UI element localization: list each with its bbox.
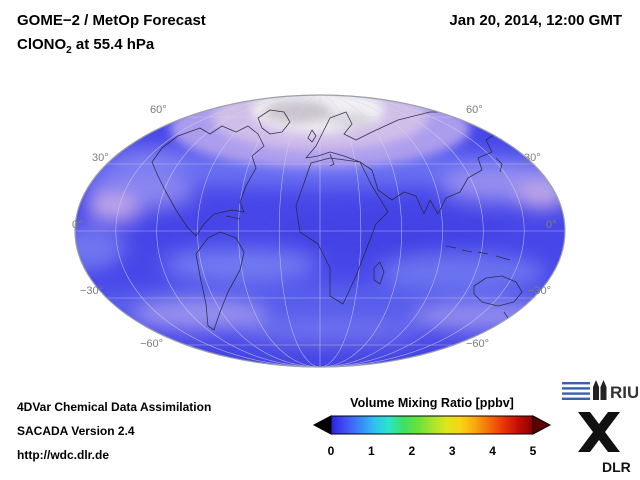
product-name: ClONO: [17, 36, 67, 53]
colorbar-overflow-arrow: [532, 415, 552, 435]
lat-label-left-0: 0°: [72, 219, 83, 231]
colorbar-tick-3: 3: [448, 444, 456, 458]
lat-label-left-m60: −60°: [140, 338, 164, 350]
product-level: at 55.4 hPa: [71, 36, 155, 53]
riu-logo: RIU: [562, 380, 638, 402]
cathedral-icon: [593, 380, 607, 400]
lat-label-right-m30: −30°: [528, 285, 552, 297]
colorbar: Volume Mixing Ratio [ppbv] 0 1 2 3 4 5: [312, 394, 552, 468]
product-subscript: 2: [66, 45, 72, 56]
lat-label-left-60: 60°: [150, 104, 167, 116]
lat-label-right-30: 30°: [524, 152, 541, 164]
lat-label-left-m30: −30°: [80, 285, 104, 297]
colorbar-tick-0: 0: [327, 444, 335, 458]
riu-stripes-icon: [562, 382, 590, 400]
colorbar-title: Volume Mixing Ratio [ppbv]: [350, 396, 514, 410]
colorbar-underflow-arrow: [312, 415, 332, 435]
continent-outlines: [151, 109, 523, 331]
colorbar-tick-1: 1: [368, 444, 375, 458]
colorbar-tick-4: 4: [489, 444, 496, 458]
map-outline: [74, 94, 566, 368]
graticule: [75, 95, 565, 367]
colorbar-gradient-bar: [330, 415, 534, 435]
mixing-ratio-field: [75, 95, 565, 367]
colorbar-tick-2: 2: [408, 444, 416, 458]
riu-wordmark: RIU: [610, 383, 638, 402]
colorbar-tick-5: 5: [529, 444, 537, 458]
lat-label-right-m60: −60°: [466, 338, 490, 350]
lat-label-right-0: 0°: [546, 219, 557, 231]
lat-label-left-30: 30°: [92, 152, 109, 164]
page-title: GOME−2 / MetOp Forecast: [17, 12, 206, 29]
datetime-label: Jan 20, 2014, 12:00 GMT: [449, 12, 622, 29]
product-subtitle: ClONO2 at 55.4 hPa: [17, 36, 154, 56]
lat-label-right-60: 60°: [466, 104, 483, 116]
dlr-wordmark: DLR: [602, 459, 631, 475]
dlr-emblem-icon: [578, 412, 620, 452]
website-url: http://wdc.dlr.de: [17, 448, 109, 462]
assimilation-label: 4DVar Chemical Data Assimilation: [17, 400, 212, 414]
dlr-logo: DLR: [578, 412, 631, 475]
colorbar-scale: [312, 415, 552, 435]
version-label: SACADA Version 2.4: [17, 424, 135, 438]
